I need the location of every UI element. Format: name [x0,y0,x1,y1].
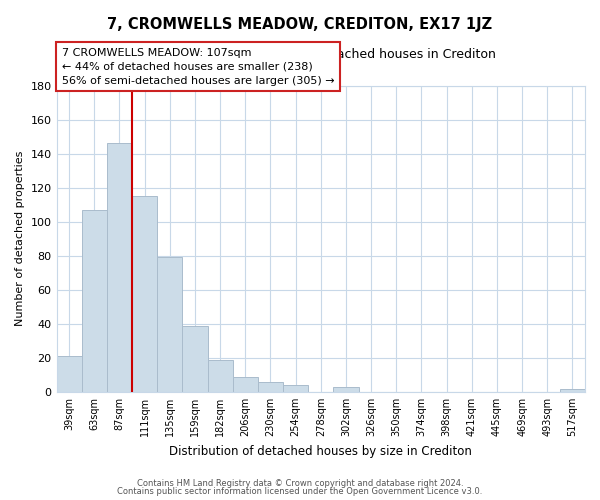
Bar [334,387,359,392]
Bar [208,360,233,392]
X-axis label: Distribution of detached houses by size in Crediton: Distribution of detached houses by size … [169,444,472,458]
Bar [560,388,585,392]
Bar [157,258,182,392]
Text: 7 CROMWELLS MEADOW: 107sqm
← 44% of detached houses are smaller (238)
56% of sem: 7 CROMWELLS MEADOW: 107sqm ← 44% of deta… [62,48,334,86]
Bar [56,356,82,392]
Bar [283,385,308,392]
Bar [107,144,132,392]
Bar [182,326,208,392]
Bar [132,196,157,392]
Y-axis label: Number of detached properties: Number of detached properties [15,151,25,326]
Bar [233,376,258,392]
Text: Contains public sector information licensed under the Open Government Licence v3: Contains public sector information licen… [118,487,482,496]
Text: Contains HM Land Registry data © Crown copyright and database right 2024.: Contains HM Land Registry data © Crown c… [137,478,463,488]
Bar [258,382,283,392]
Text: 7, CROMWELLS MEADOW, CREDITON, EX17 1JZ: 7, CROMWELLS MEADOW, CREDITON, EX17 1JZ [107,18,493,32]
Bar [82,210,107,392]
Title: Size of property relative to detached houses in Crediton: Size of property relative to detached ho… [145,48,496,60]
